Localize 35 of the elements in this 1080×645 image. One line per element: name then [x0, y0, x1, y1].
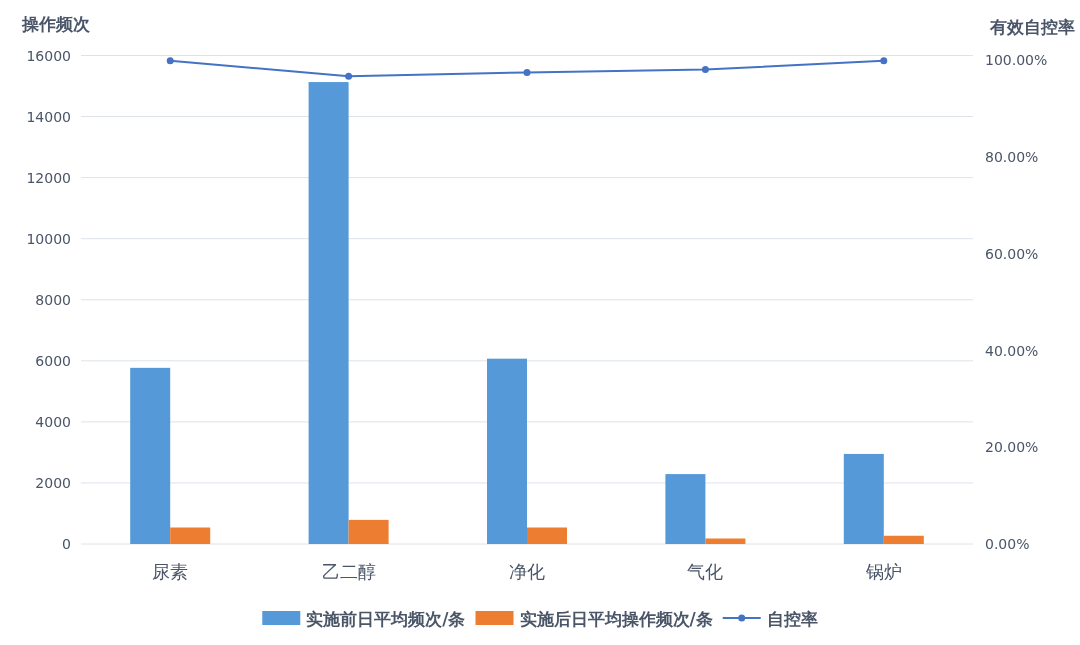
bar — [308, 82, 349, 544]
bar — [487, 358, 527, 544]
y-tick-label: 16000 — [26, 47, 71, 64]
legend-label: 自控率 — [766, 608, 818, 629]
y2-tick-label: 0.00% — [985, 536, 1030, 552]
bar — [665, 474, 706, 544]
bar — [843, 453, 884, 544]
y2-tick-label: 40.00% — [985, 342, 1039, 359]
y-tick-label: 10000 — [26, 230, 71, 247]
bar — [883, 535, 924, 544]
bar — [130, 367, 171, 544]
y-tick-label: 8000 — [35, 291, 71, 308]
y-tick-label: 14000 — [26, 108, 71, 125]
legend-label: 实施后日平均操作频次/条 — [519, 608, 713, 629]
y2-axis-title: 有效自控率 — [989, 17, 1075, 37]
bar — [170, 527, 211, 544]
bar — [527, 527, 567, 544]
y2-tick-label: 60.00% — [985, 245, 1039, 262]
y-tick-label: 2000 — [35, 474, 71, 491]
y-tick-label: 0 — [62, 536, 71, 552]
x-tick-label: 净化 — [509, 561, 545, 582]
y2-tick-label: 80.00% — [985, 149, 1039, 166]
x-tick-label: 尿素 — [152, 561, 189, 582]
x-tick-label: 乙二醇 — [321, 561, 376, 582]
y2-tick-label: 20.00% — [985, 439, 1039, 456]
x-tick-label: 气化 — [687, 561, 724, 582]
y2-tick-label: 100.00% — [985, 52, 1048, 69]
y-tick-label: 12000 — [26, 169, 71, 186]
y-axis-title: 操作频次 — [21, 14, 91, 34]
legend-label: 实施前日平均频次/条 — [306, 608, 466, 629]
y-tick-label: 4000 — [35, 413, 71, 430]
x-tick-label: 锅炉 — [864, 561, 902, 582]
bar — [705, 538, 746, 544]
y-tick-label: 6000 — [35, 352, 71, 369]
bar — [348, 519, 389, 544]
